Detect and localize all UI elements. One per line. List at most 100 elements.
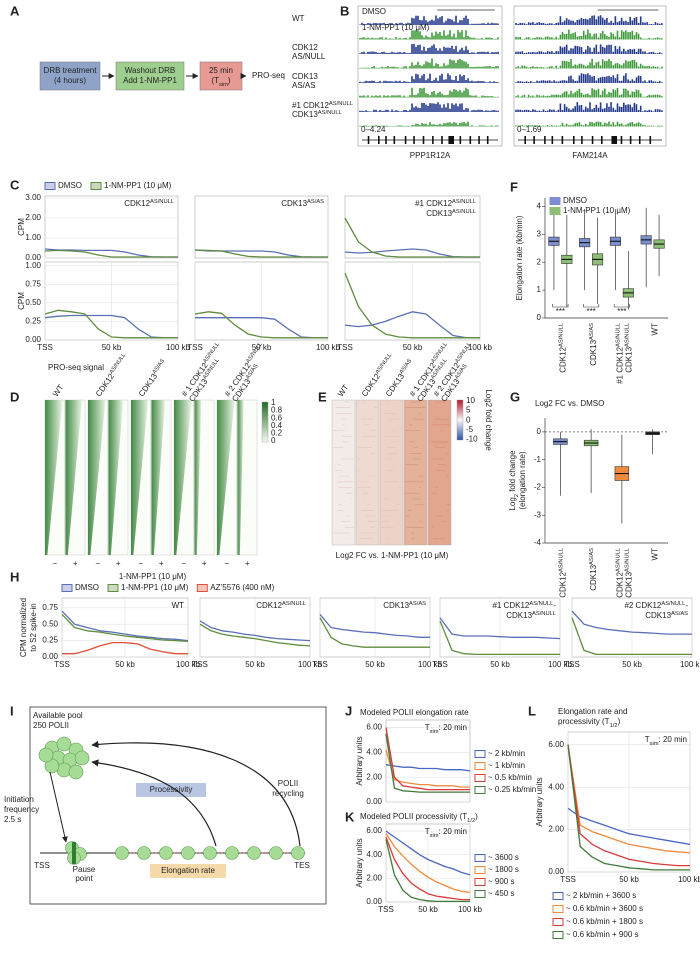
series-line [385,727,470,791]
heatmap-signal [108,400,124,555]
heatmap-signal [174,400,192,555]
chart-title-part: AS/NULL [282,601,306,607]
colorbar-tick: 1 [271,398,276,407]
chart-title-part: AS/NULL [150,199,174,205]
y-tick-label: -4 [534,538,542,547]
panel-label: G [510,389,520,404]
exon [377,136,380,144]
exon [620,136,623,144]
y-tick-label: 0.25 [42,636,58,645]
y-axis-label: Elongation rate (kb/min) [515,215,524,300]
rotated-group: Log2 fold change (elongation rate) [508,450,527,511]
y-tick-label: 2.00 [548,825,564,834]
series-line [567,807,691,846]
treatment-sign: − [181,559,186,568]
recycling-arrow [91,740,301,847]
panel-label: H [10,569,19,584]
series-line [199,623,311,647]
x-tick-label: 100 kb [458,905,483,914]
legend-swatch [552,905,564,913]
y-tick-label: -1 [534,455,542,464]
x-tick-label: 100 kb [298,660,323,669]
series-line [385,836,470,901]
coverage-track [359,44,499,54]
column-label-part: CDK12 [94,372,116,399]
chart-title: processivity (T1/2) [558,717,621,728]
chart-title-part: CDK12 [256,601,282,610]
genotype-label-part: AS/NULL [318,110,342,116]
chart-title-part: AS/NULL [452,199,476,205]
chart-title-part: CDK13 [281,199,307,208]
significance: *** [556,307,565,316]
y-tick-label: 1.00 [25,261,41,270]
x-tick-label: 100 kb [176,660,201,669]
coverage-track [515,58,663,69]
colorbar-tick: 10 [466,396,475,405]
treatment-sign: − [95,559,100,568]
legend-swatch [549,197,561,205]
y-tick-label: 2.00 [366,772,382,781]
heatmap-column [379,399,404,546]
rotated-group: Log2 fold change [484,389,493,451]
flow-box-text-part: (T [211,76,219,85]
legend-label: ~ 0.5 kb/min [488,773,532,782]
y-axis-label-part: Log [508,497,517,510]
chart-title: CDK13AS/NULL [506,611,556,621]
category-label: #1 CDK12AS/NULL [615,548,625,609]
y-axis-label: CPM normalized [19,598,28,657]
legend-label: ~ 900 s [488,877,514,886]
y-tick-label: 2.00 [25,213,41,222]
chart-title: CDK12AS/NULL [256,601,306,611]
colorbar-label: Log2 fold change [484,389,493,451]
y-tick-label: 0.25 [25,317,41,326]
genotype-label: CDK13AS/NULL [292,110,342,120]
x-tick-label: 100 kb [548,660,573,669]
y-axis-label-part: 2 [514,494,520,497]
category-label-part: #1 CDK12 [615,571,624,608]
category-label-part: CDK13 [624,571,633,597]
significance: *** [586,307,595,316]
rotated-group: CPM normalized to S2 spike-in [19,598,38,657]
coverage-track [515,44,663,54]
y-tick-label: 3 [537,229,542,238]
polii [225,846,239,860]
coverage-track [515,29,663,40]
legend-swatch [474,774,486,782]
chart-title: WT [172,601,185,610]
x-tick-label: TSS [564,660,580,669]
flow-box-text: Washout DRB [125,66,175,75]
column-label-part: CDK12 [360,372,382,399]
y-tick-label: 0.50 [42,619,58,628]
heatmap-signal [217,400,235,555]
x-tick-label: TSS [54,660,70,669]
legend-label: ~ 3600 s [488,853,519,862]
panel-label: J [345,703,352,718]
chart-title: #1 CDK12AS/NULL [415,199,476,209]
rotated-group: CDK12AS/NULL [94,352,127,399]
column-label: CDK13AS/AS [137,358,169,399]
polii [291,846,305,860]
panel-label: F [510,179,518,194]
chart-title: CDK13AS/AS [281,199,324,209]
x-tick-label: TSS [37,343,53,352]
colorbar-tick: 0 [271,436,276,445]
genotype-label-part: AS/NULL [329,101,353,107]
category-label-part: AS/NULL [558,548,564,572]
treatment-sign: − [224,559,229,568]
condition-label: DMSO [362,7,386,16]
chart-title-part: CDK13 [383,601,409,610]
flow-box-text-part: ) [228,76,231,85]
annotation-part: : 20 min [659,735,687,744]
panel-label: E [318,389,327,404]
x-tick-label: 50 kb [115,660,135,669]
processivity-box [136,783,206,797]
chart-title-part: 1/2 [467,818,475,824]
category-label-part: AS/NULL [624,548,630,572]
flow-box-text-part: sim [219,82,228,88]
series-line [385,749,470,788]
y-axis-label: (elongation rate) [518,451,527,510]
initiation-label: Initiation [4,795,34,804]
y-tick-label: 0.00 [366,797,382,806]
rotated-group: WT [651,323,660,336]
